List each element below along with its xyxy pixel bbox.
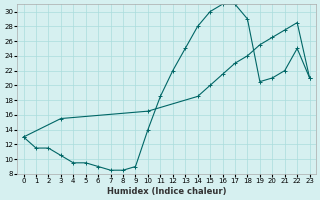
X-axis label: Humidex (Indice chaleur): Humidex (Indice chaleur)	[107, 187, 226, 196]
